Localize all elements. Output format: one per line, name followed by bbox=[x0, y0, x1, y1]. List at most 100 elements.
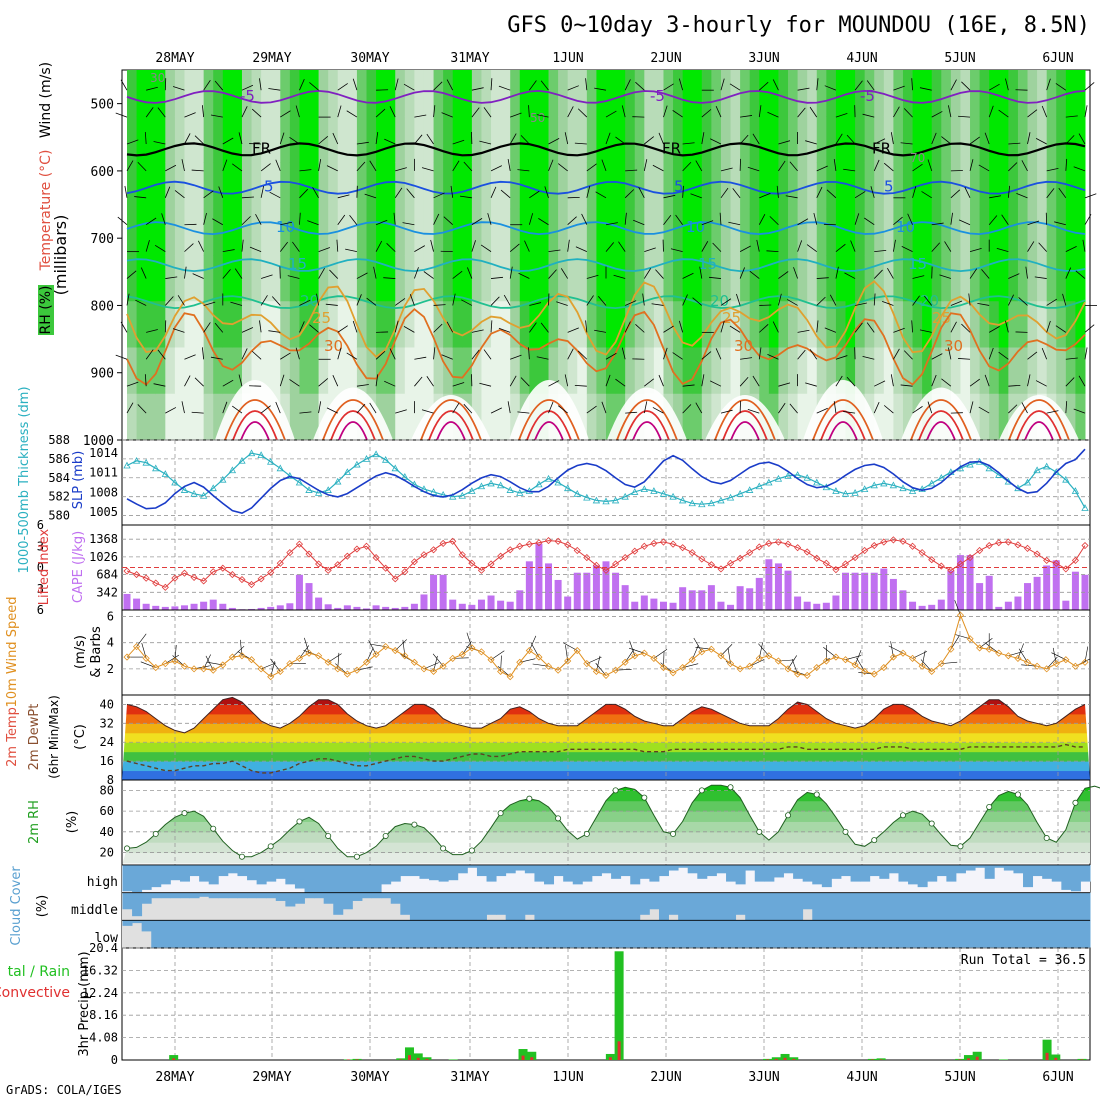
rh-cell bbox=[797, 116, 808, 163]
thickness-point bbox=[583, 493, 591, 501]
precip-total-bar bbox=[448, 1059, 458, 1060]
wind-barb bbox=[574, 142, 587, 145]
rh-cell bbox=[816, 208, 827, 256]
rh-cell bbox=[356, 70, 367, 117]
rh-cell bbox=[155, 255, 166, 302]
wind-barb bbox=[874, 380, 886, 387]
surface-temp-contour bbox=[910, 399, 972, 441]
wind-barb bbox=[394, 78, 399, 91]
rh-cell bbox=[970, 347, 981, 395]
lifted-index-point bbox=[487, 560, 495, 568]
wind-barb bbox=[947, 105, 952, 118]
wind-barb bbox=[292, 241, 300, 252]
wind10m-point bbox=[736, 665, 744, 673]
wind-barb bbox=[663, 194, 676, 199]
wind10m-point bbox=[458, 650, 466, 659]
wind-barb bbox=[126, 293, 130, 306]
wind-barb bbox=[586, 163, 597, 172]
precip-convective-bar bbox=[346, 1059, 350, 1060]
wind10m-barb bbox=[720, 644, 733, 656]
rh2m-point bbox=[727, 784, 734, 791]
cape-bar bbox=[228, 607, 236, 610]
rh-cell bbox=[615, 347, 626, 395]
rh2m-band bbox=[122, 852, 1090, 864]
wind-barb bbox=[766, 250, 779, 253]
wind10m-point bbox=[794, 670, 802, 678]
wind-barb bbox=[643, 159, 648, 171]
date-label-top: 28MAY bbox=[155, 51, 194, 66]
rh-cell bbox=[950, 301, 961, 348]
rh-cell bbox=[241, 116, 253, 163]
rh-cell bbox=[835, 208, 846, 256]
thickness-point bbox=[247, 449, 256, 457]
wind-barb bbox=[950, 300, 963, 306]
wind-barb bbox=[719, 212, 722, 225]
temp-contour-label: 5 bbox=[264, 178, 274, 196]
wind-barb bbox=[776, 185, 779, 198]
rh-cell bbox=[788, 301, 799, 348]
cloud-bar-middle bbox=[486, 892, 497, 915]
wind-barb bbox=[140, 267, 147, 279]
wind10m-point bbox=[142, 654, 150, 662]
rh-cell bbox=[826, 70, 837, 117]
wind10m-barb bbox=[950, 635, 960, 650]
wind-barb bbox=[854, 213, 860, 225]
cloud-bar-middle bbox=[735, 892, 746, 915]
rh-cell bbox=[395, 116, 406, 163]
rh-cell bbox=[663, 116, 674, 163]
cape-bar bbox=[985, 575, 993, 610]
cloud-bar-middle bbox=[601, 892, 612, 921]
wind-barb bbox=[595, 191, 607, 199]
wind-barb bbox=[230, 301, 243, 306]
rh-cell bbox=[155, 347, 166, 395]
wind-barb bbox=[586, 405, 597, 414]
y-tick-label: 600 bbox=[91, 165, 114, 180]
wind-barb bbox=[346, 352, 358, 360]
rh-cell bbox=[1065, 301, 1076, 348]
rh-cell bbox=[586, 208, 597, 256]
wind-barb bbox=[663, 325, 674, 333]
wind-barb bbox=[625, 411, 638, 414]
rh-cell bbox=[979, 162, 990, 210]
wind10m-point bbox=[918, 662, 926, 670]
rh-cell bbox=[491, 347, 502, 395]
rh-cell bbox=[998, 162, 1009, 210]
wind-barb bbox=[490, 320, 493, 333]
wind-barb bbox=[463, 403, 473, 414]
wind10m-barb bbox=[328, 653, 342, 663]
rh-cell bbox=[1075, 116, 1086, 163]
rh-cell bbox=[797, 70, 808, 117]
cape-bar bbox=[861, 572, 869, 610]
rh-cell bbox=[155, 208, 166, 256]
cape-bar bbox=[640, 595, 648, 610]
rh-cell bbox=[749, 116, 760, 163]
wind-barb bbox=[854, 322, 863, 333]
wind-barb bbox=[968, 293, 971, 306]
lifted-index-point bbox=[180, 569, 189, 577]
wind-barb bbox=[907, 213, 913, 225]
wind-barb bbox=[528, 213, 534, 225]
cloud-bar-middle bbox=[132, 892, 143, 917]
wind-barb bbox=[912, 186, 917, 198]
rh-cell bbox=[1037, 347, 1048, 395]
wind-barb bbox=[658, 374, 664, 387]
cloud-bar-low bbox=[352, 920, 363, 948]
surface-temp-contour bbox=[722, 410, 768, 441]
rh-cell bbox=[941, 255, 952, 302]
wind-barb bbox=[337, 214, 346, 225]
rh-cell bbox=[280, 116, 291, 163]
cloud-bar-middle bbox=[1061, 892, 1072, 921]
cloud-bar-middle bbox=[917, 892, 928, 921]
cloud-bar-high bbox=[553, 865, 564, 877]
wind-barb bbox=[238, 132, 243, 145]
rh-cell bbox=[433, 116, 444, 163]
temp-contour-label: 25 bbox=[312, 309, 331, 327]
cloud-bar-low bbox=[1023, 920, 1034, 948]
thickness-point bbox=[516, 489, 524, 496]
rh-cell bbox=[606, 162, 617, 210]
lifted-index-point bbox=[650, 539, 658, 547]
rh-cell bbox=[299, 255, 310, 302]
wind10m-point bbox=[746, 662, 754, 670]
y-tick-label: 900 bbox=[91, 367, 114, 382]
thickness-point bbox=[659, 489, 668, 497]
